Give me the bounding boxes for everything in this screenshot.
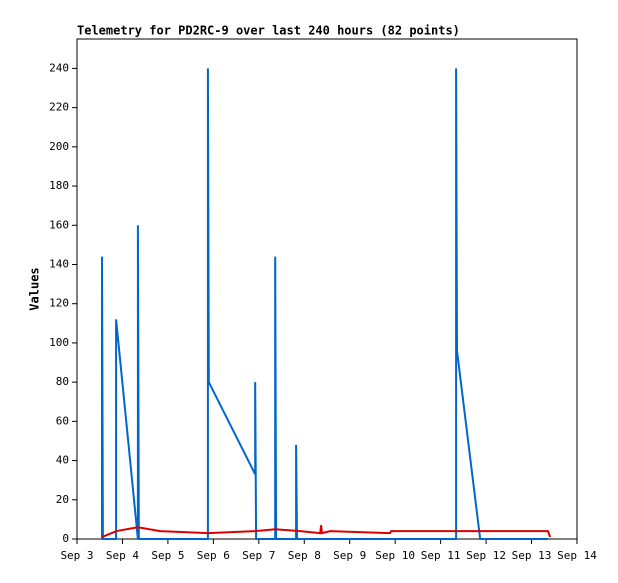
x-tick-label: Sep 4	[106, 549, 139, 562]
x-tick-label: Sep 6	[197, 549, 230, 562]
x-tick-label: Sep 10	[375, 549, 415, 562]
series-line	[101, 68, 548, 540]
series-line	[101, 525, 552, 538]
y-tick-label: 60	[56, 414, 69, 427]
y-axis-label: Values	[28, 267, 42, 310]
x-tick-label: Sep 11	[421, 549, 461, 562]
y-tick-label: 160	[49, 218, 69, 231]
y-tick-label: 80	[56, 375, 69, 388]
x-tick-label: Sep 7	[242, 549, 275, 562]
chart-title: Telemetry for PD2RC-9 over last 240 hour…	[77, 24, 460, 38]
y-tick-label: 100	[49, 336, 69, 349]
x-tick-label: Sep 9	[333, 549, 366, 562]
x-tick-label: Sep 3	[60, 549, 93, 562]
y-tick-label: 180	[49, 179, 69, 192]
y-tick-label: 140	[49, 257, 69, 270]
x-tick-label: Sep 12	[466, 549, 506, 562]
y-tick-label: 20	[56, 493, 69, 506]
x-tick-label: Sep 8	[288, 549, 321, 562]
y-tick-label: 120	[49, 297, 69, 310]
y-tick-label: 0	[62, 532, 69, 545]
y-tick-label: 240	[49, 61, 69, 74]
x-tick-label: Sep 14	[557, 549, 597, 562]
x-tick-label: Sep 5	[151, 549, 184, 562]
x-tick-label: Sep 13	[512, 549, 552, 562]
y-tick-label: 40	[56, 454, 69, 467]
y-tick-label: 200	[49, 140, 69, 153]
y-tick-label: 220	[49, 101, 69, 114]
